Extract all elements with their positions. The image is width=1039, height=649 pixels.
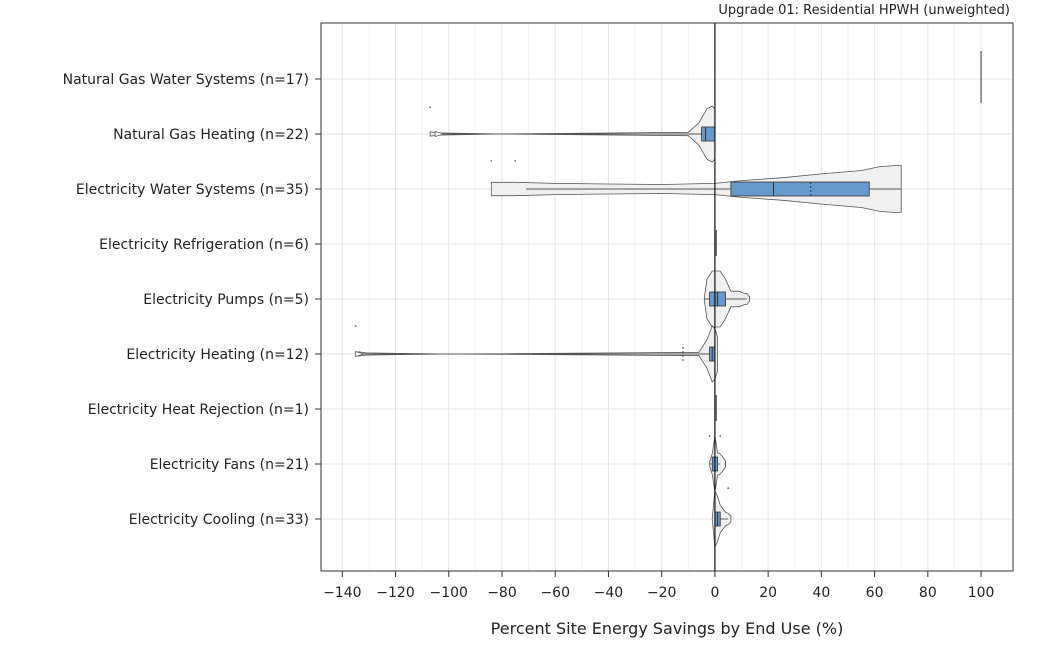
category-label: Natural Gas Water Systems (n=17) [63, 72, 309, 88]
category-label: Electricity Refrigeration (n=6) [99, 237, 309, 253]
box [701, 126, 716, 142]
chart-subtitle: Upgrade 01: Residential HPWH (unweighted… [718, 3, 1010, 18]
category-label: Electricity Water Systems (n=35) [76, 182, 309, 198]
outlier-point [727, 487, 730, 490]
violin-group [708, 435, 726, 493]
outlier-point [708, 435, 711, 437]
x-tick-label: 60 [866, 585, 884, 601]
x-tick-label: 80 [919, 585, 937, 601]
grid-lines [321, 23, 1013, 571]
category-label: Electricity Heat Rejection (n=1) [88, 402, 309, 418]
category-label: Natural Gas Heating (n=22) [113, 127, 309, 143]
violin-group [711, 487, 732, 549]
outlier-point [514, 160, 517, 162]
violins [354, 51, 982, 549]
x-tick-label: 100 [968, 585, 995, 601]
outlier-point [719, 435, 722, 437]
x-tick-label: 20 [759, 585, 777, 601]
x-tick-label: −80 [487, 585, 517, 601]
x-tick-label: 40 [812, 585, 830, 601]
x-tick-label: −40 [594, 585, 624, 601]
violin-group [354, 325, 718, 383]
whisker-end-marker [354, 350, 366, 358]
violin-group [429, 105, 716, 163]
whisker-end-marker [434, 130, 446, 138]
x-tick-label: 0 [710, 585, 719, 601]
x-tick-label: −120 [376, 585, 414, 601]
category-label: Electricity Pumps (n=5) [143, 292, 309, 308]
x-tick-label: −100 [430, 585, 468, 601]
x-tick-label: −20 [647, 585, 677, 601]
category-label: Electricity Fans (n=21) [150, 457, 309, 473]
y-axis-categories: Natural Gas Water Systems (n=17) Natural … [63, 72, 321, 528]
box [730, 181, 870, 197]
outlier-point [490, 160, 493, 162]
category-label: Electricity Heating (n=12) [126, 347, 309, 363]
violin-group [703, 270, 750, 328]
violin-group [490, 160, 902, 213]
x-axis-label: Percent Site Energy Savings by End Use (… [491, 619, 844, 638]
x-tick-label: −60 [540, 585, 570, 601]
x-tick-label: −140 [323, 585, 361, 601]
x-axis-ticks: −140 −120 −100 −80 −60 −40 −20 0 20 40 60 80 100 [323, 571, 994, 601]
category-label: Electricity Cooling (n=33) [129, 512, 309, 528]
outlier-point [429, 106, 432, 109]
outlier-point [354, 325, 357, 327]
plot-frame [320, 22, 1014, 572]
